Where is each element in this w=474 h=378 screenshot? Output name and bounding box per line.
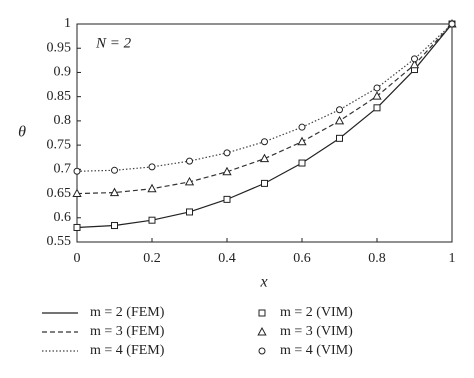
y-tick-label: 1 (64, 16, 71, 31)
plot-frame (76, 23, 453, 243)
marker (111, 166, 118, 174)
marker (184, 176, 195, 186)
marker (186, 157, 193, 165)
marker (334, 115, 345, 125)
marker (298, 159, 306, 167)
marker (409, 59, 420, 69)
y-tick-label: 0.6 (54, 210, 72, 225)
marker (73, 223, 81, 231)
y-tick-label: 0.85 (47, 89, 72, 104)
marker (109, 187, 120, 197)
marker (259, 153, 270, 163)
series-line (76, 23, 453, 195)
marker (186, 208, 193, 216)
marker (258, 347, 266, 355)
series-line (76, 23, 453, 172)
marker (372, 91, 382, 100)
marker (373, 104, 381, 112)
marker (148, 163, 156, 171)
marker (148, 216, 156, 224)
marker (73, 167, 81, 175)
marker (298, 123, 306, 131)
marker (261, 179, 268, 187)
series-line (76, 23, 453, 229)
marker (223, 195, 231, 203)
marker (411, 55, 418, 63)
marker (147, 183, 157, 193)
marker (297, 136, 307, 146)
y-tick-label: 0.55 (47, 234, 72, 249)
marker (222, 166, 232, 176)
marker (72, 188, 82, 198)
legend-label: m = 4 (VIM) (280, 343, 353, 358)
marker (257, 326, 267, 336)
x-tick-label: 0.6 (293, 251, 311, 266)
marker (258, 309, 266, 317)
y-tick-label: 0.7 (54, 162, 72, 177)
legend-label: m = 2 (FEM) (90, 305, 165, 320)
marker (373, 84, 381, 92)
y-tick-label: 0.8 (54, 113, 72, 128)
y-tick-label: 0.95 (47, 40, 72, 55)
y-tick-label: 0.65 (47, 186, 72, 201)
legend-label: m = 4 (FEM) (90, 343, 165, 358)
y-axis-label: θ (18, 124, 26, 141)
x-tick-label: 0 (74, 251, 81, 266)
annotation: N = 2 (95, 35, 132, 51)
marker (111, 222, 118, 230)
y-tick-label: 0.9 (54, 65, 72, 80)
x-tick-label: 0.2 (143, 251, 161, 266)
marker (336, 134, 343, 142)
x-tick-label: 1 (449, 251, 456, 266)
x-axis-label: x (259, 274, 267, 291)
x-tick-label: 0.8 (368, 251, 386, 266)
legend-label: m = 3 (VIM) (280, 324, 353, 339)
marker (336, 106, 343, 114)
legend-label: m = 2 (VIM) (280, 305, 353, 320)
marker (261, 138, 268, 146)
marker (448, 20, 456, 28)
marker (223, 149, 231, 157)
legend-label: m = 3 (FEM) (90, 324, 165, 339)
y-tick-label: 0.75 (47, 137, 72, 152)
x-tick-label: 0.4 (218, 251, 236, 266)
